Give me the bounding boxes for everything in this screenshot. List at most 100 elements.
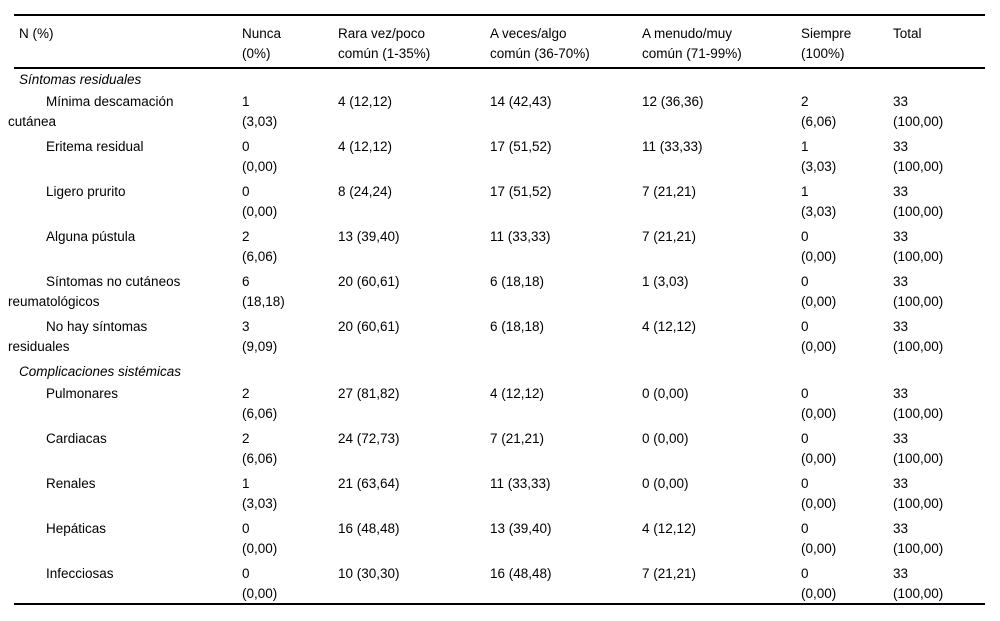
data-cell: 21 (63,64) [338, 476, 400, 491]
data-cell: 2 (6,06) [801, 94, 837, 129]
data-cell: 17 (51,52) [490, 184, 552, 199]
data-cell: 33 (100,00) [893, 431, 944, 466]
data-cell: 33 (100,00) [893, 139, 944, 174]
data-cell: 0 (0,00) [642, 476, 689, 491]
data-cell: 33 (100,00) [893, 184, 944, 219]
data-cell: 6 (18,18) [490, 274, 545, 289]
table-row: Ligero prurito 0 (0,00) 8 (24,24) 17 (51,52)… [8, 180, 985, 225]
table-row: Eritema residual 0 (0,00) 4 (12,12) 17 (51,5… [8, 135, 985, 180]
data-cell: 0 (0,00) [801, 521, 837, 556]
row-label: Síntomas no cutáneos reumatológicos [8, 274, 181, 309]
data-cell: 0 (0,00) [801, 476, 837, 511]
data-cell: 12 (36,36) [642, 94, 704, 109]
table-row: Cardiacas 2 (6,06) 24 (72,73) 7 (21,21) 0 (0,… [8, 427, 985, 472]
data-cell: 0 (0,00) [801, 319, 837, 354]
data-cell: 7 (21,21) [642, 184, 697, 199]
table-header-rule [14, 67, 985, 69]
data-cell: 20 (60,61) [338, 319, 400, 334]
table-row: Pulmonares 2 (6,06) 27 (81,82) 4 (12,12) 0 (0… [8, 382, 985, 427]
data-cell: 0 (0,00) [801, 386, 837, 421]
row-label: Pulmonares [46, 386, 119, 401]
data-cell: 1 (3,03) [242, 476, 278, 511]
table-row: No hay síntomas residuales 3 (9,09) 20 (60,6… [8, 315, 985, 360]
data-cell: 13 (39,40) [490, 521, 552, 536]
data-cell: 7 (21,21) [642, 229, 697, 244]
data-cell: 0 (0,00) [801, 566, 837, 601]
data-cell: 0 (0,00) [642, 386, 689, 401]
column-header-rowlabel: N (%) [19, 26, 54, 41]
data-cell: 14 (42,43) [490, 94, 552, 109]
data-cell: 1 (3,03) [642, 274, 689, 289]
data-cell: 0 (0,00) [242, 139, 278, 174]
data-cell: 1 (3,03) [801, 184, 837, 219]
data-cell: 2 (6,06) [242, 229, 278, 264]
row-label: Alguna pústula [46, 229, 136, 244]
data-cell: 1 (3,03) [801, 139, 837, 174]
table-row: Alguna pústula 2 (6,06) 13 (39,40) 11 (33,33… [8, 225, 985, 270]
data-cell: 2 (6,06) [242, 431, 278, 466]
row-label: No hay síntomas residuales [8, 319, 148, 354]
data-cell: 1 (3,03) [242, 94, 278, 129]
data-cell: 17 (51,52) [490, 139, 552, 154]
data-cell: 0 (0,00) [801, 274, 837, 309]
data-cell: 11 (33,33) [490, 229, 551, 244]
data-cell: 33 (100,00) [893, 319, 944, 354]
table-row: Infecciosas 0 (0,00) 10 (30,30) 16 (48,48) 7 … [8, 562, 985, 607]
data-cell: 0 (0,00) [242, 184, 278, 219]
table-row: Hepáticas 0 (0,00) 16 (48,48) 13 (39,40) 4 (1… [8, 517, 985, 562]
data-cell: 0 (0,00) [242, 521, 278, 556]
row-label: Mínima descamación cutánea [8, 94, 174, 129]
data-cell: 7 (21,21) [490, 431, 545, 446]
data-cell: 11 (33,33) [490, 476, 551, 491]
data-cell: 6 (18,18) [490, 319, 545, 334]
row-label: Infecciosas [46, 566, 114, 581]
data-cell: 4 (12,12) [642, 319, 697, 334]
column-header-total: Total [893, 26, 922, 41]
row-label: Eritema residual [46, 139, 144, 154]
data-cell: 0 (0,00) [801, 431, 837, 466]
column-header-nunca: Nunca (0%) [242, 26, 282, 61]
data-cell: 0 (0,00) [642, 431, 689, 446]
data-cell: 20 (60,61) [338, 274, 400, 289]
section-header: Síntomas residuales [19, 72, 142, 87]
row-label: Hepáticas [46, 521, 107, 536]
data-cell: 33 (100,00) [893, 476, 944, 511]
data-cell: 6 (18,18) [242, 274, 285, 309]
data-cell: 24 (72,73) [338, 431, 400, 446]
data-cell: 13 (39,40) [338, 229, 400, 244]
table-row: Mínima descamación cutánea 1 (3,03) 4 (12,12… [8, 90, 985, 135]
column-header-siempre: Siempre (100%) [801, 26, 852, 61]
table-top-rule [14, 14, 985, 16]
data-cell: 33 (100,00) [893, 386, 944, 421]
data-cell: 16 (48,48) [338, 521, 400, 536]
data-cell: 10 (30,30) [338, 566, 400, 581]
row-label: Renales [46, 476, 96, 491]
column-header-rara-vez: Rara vez/poco común (1-35%) [338, 26, 431, 61]
data-cell: 4 (12,12) [338, 139, 393, 154]
data-cell: 33 (100,00) [893, 521, 944, 556]
table-row: Renales 1 (3,03) 21 (63,64) 11 (33,33) 0 (0,0… [8, 472, 985, 517]
column-header-a-veces: A veces/algo común (36-70%) [490, 26, 590, 61]
table-row: Síntomas no cutáneos reumatológicos 6 (18,1… [8, 270, 985, 315]
row-label: Ligero prurito [46, 184, 126, 199]
table-header-row: N (%) Nunca (0%) Rara vez/poco común (1-35%)… [8, 16, 985, 68]
data-cell: 33 (100,00) [893, 94, 944, 129]
data-cell: 7 (21,21) [642, 566, 697, 581]
column-header-a-menudo: A menudo/muy común (71-99%) [642, 26, 742, 61]
data-cell: 0 (0,00) [242, 566, 278, 601]
data-cell: 16 (48,48) [490, 566, 552, 581]
section-header: Complicaciones sistémicas [19, 364, 182, 379]
data-cell: 27 (81,82) [338, 386, 400, 401]
frequency-table: N (%) Nunca (0%) Rara vez/poco común (1-35%)… [8, 16, 985, 607]
data-cell: 8 (24,24) [338, 184, 393, 199]
section-row: Síntomas residuales [8, 68, 985, 90]
data-cell: 3 (9,09) [242, 319, 278, 354]
data-cell: 0 (0,00) [801, 229, 837, 264]
section-row: Complicaciones sistémicas [8, 360, 985, 382]
data-cell: 33 (100,00) [893, 229, 944, 264]
data-cell: 33 (100,00) [893, 274, 944, 309]
table-body: Síntomas residuales Mínima descamación cut… [8, 68, 985, 607]
row-label: Cardiacas [46, 431, 107, 446]
data-cell: 4 (12,12) [338, 94, 393, 109]
